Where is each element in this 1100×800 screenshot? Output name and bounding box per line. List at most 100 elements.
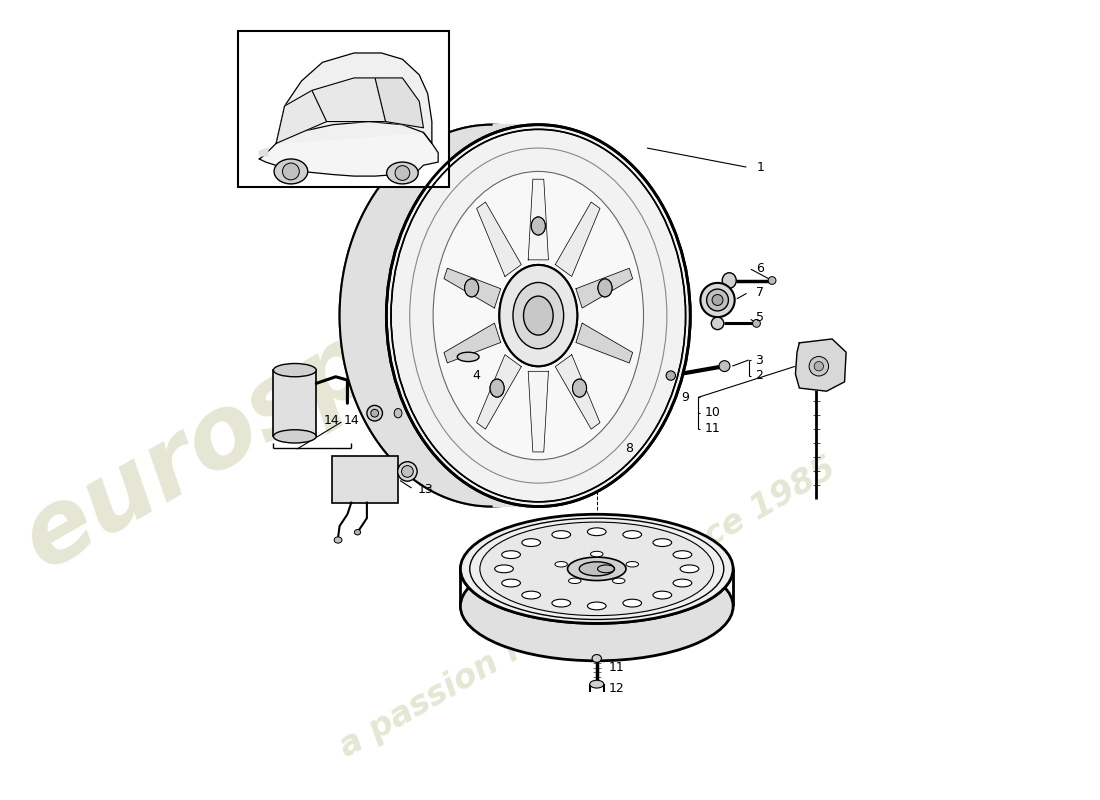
Ellipse shape [371, 410, 378, 417]
Text: 3: 3 [755, 354, 762, 366]
Ellipse shape [552, 599, 571, 607]
Bar [274, 370, 316, 436]
Ellipse shape [398, 462, 417, 481]
Ellipse shape [502, 579, 520, 587]
Ellipse shape [591, 551, 603, 557]
Text: 12: 12 [608, 682, 624, 694]
Bar [239, 31, 449, 187]
Ellipse shape [461, 514, 733, 623]
Ellipse shape [719, 361, 730, 371]
Ellipse shape [598, 279, 612, 297]
Ellipse shape [491, 379, 504, 397]
Ellipse shape [402, 466, 414, 478]
Ellipse shape [569, 578, 581, 583]
Ellipse shape [468, 283, 475, 293]
Ellipse shape [464, 279, 478, 297]
Polygon shape [276, 53, 432, 143]
Polygon shape [260, 122, 438, 176]
Text: 7: 7 [757, 286, 764, 298]
Ellipse shape [274, 363, 316, 377]
Ellipse shape [587, 528, 606, 536]
Ellipse shape [480, 522, 714, 615]
Ellipse shape [810, 357, 828, 376]
Ellipse shape [712, 317, 724, 330]
Ellipse shape [613, 578, 625, 583]
Ellipse shape [499, 265, 578, 366]
Ellipse shape [531, 217, 546, 235]
Ellipse shape [568, 557, 626, 581]
Ellipse shape [623, 530, 641, 538]
Ellipse shape [587, 602, 606, 610]
Polygon shape [556, 354, 600, 429]
Polygon shape [576, 323, 632, 363]
Ellipse shape [814, 362, 824, 371]
Circle shape [283, 163, 299, 180]
Polygon shape [340, 125, 538, 506]
Text: 14: 14 [323, 414, 340, 427]
Ellipse shape [554, 562, 568, 567]
Ellipse shape [458, 352, 480, 362]
Ellipse shape [491, 379, 504, 397]
Ellipse shape [513, 282, 563, 349]
Ellipse shape [535, 221, 542, 231]
Ellipse shape [673, 579, 692, 587]
Text: 2: 2 [755, 369, 762, 382]
Ellipse shape [464, 279, 478, 297]
Ellipse shape [623, 599, 641, 607]
Ellipse shape [768, 277, 776, 285]
Ellipse shape [354, 530, 361, 535]
Polygon shape [444, 268, 500, 308]
Ellipse shape [680, 565, 698, 573]
Ellipse shape [524, 296, 553, 335]
Ellipse shape [499, 265, 578, 366]
Ellipse shape [334, 537, 342, 543]
Ellipse shape [386, 162, 418, 184]
Polygon shape [795, 339, 846, 391]
Ellipse shape [626, 562, 639, 567]
Ellipse shape [493, 383, 500, 393]
Ellipse shape [653, 538, 672, 546]
Ellipse shape [673, 550, 692, 558]
Ellipse shape [598, 279, 612, 297]
Ellipse shape [274, 159, 308, 184]
Ellipse shape [531, 217, 546, 235]
Text: eurospares: eurospares [7, 190, 603, 590]
Ellipse shape [502, 550, 520, 558]
Polygon shape [556, 202, 600, 277]
Text: 11: 11 [704, 422, 720, 435]
Polygon shape [260, 148, 267, 156]
Ellipse shape [572, 379, 586, 397]
Text: 1: 1 [757, 161, 764, 174]
Text: a passion for parts since 1985: a passion for parts since 1985 [333, 451, 842, 764]
Ellipse shape [752, 319, 760, 327]
Ellipse shape [590, 680, 604, 688]
Polygon shape [528, 371, 549, 452]
Polygon shape [576, 268, 632, 308]
Polygon shape [476, 202, 521, 277]
Text: 11: 11 [608, 661, 624, 674]
Polygon shape [444, 323, 500, 363]
Circle shape [395, 166, 410, 180]
Ellipse shape [367, 406, 383, 421]
Ellipse shape [513, 282, 563, 349]
Ellipse shape [701, 283, 735, 317]
Ellipse shape [580, 562, 614, 576]
Ellipse shape [706, 289, 728, 311]
Ellipse shape [524, 296, 553, 335]
Ellipse shape [552, 530, 571, 538]
Text: 10: 10 [704, 406, 720, 419]
Ellipse shape [572, 379, 586, 397]
Ellipse shape [521, 591, 540, 599]
Ellipse shape [461, 552, 733, 661]
Ellipse shape [653, 591, 672, 599]
Ellipse shape [712, 294, 723, 306]
Polygon shape [476, 354, 521, 429]
Ellipse shape [521, 538, 540, 546]
Ellipse shape [723, 273, 736, 288]
Ellipse shape [394, 409, 402, 418]
Text: 13: 13 [418, 483, 433, 496]
FancyBboxPatch shape [332, 456, 398, 502]
Text: 8: 8 [625, 442, 632, 454]
Polygon shape [276, 90, 327, 143]
Polygon shape [312, 78, 386, 122]
